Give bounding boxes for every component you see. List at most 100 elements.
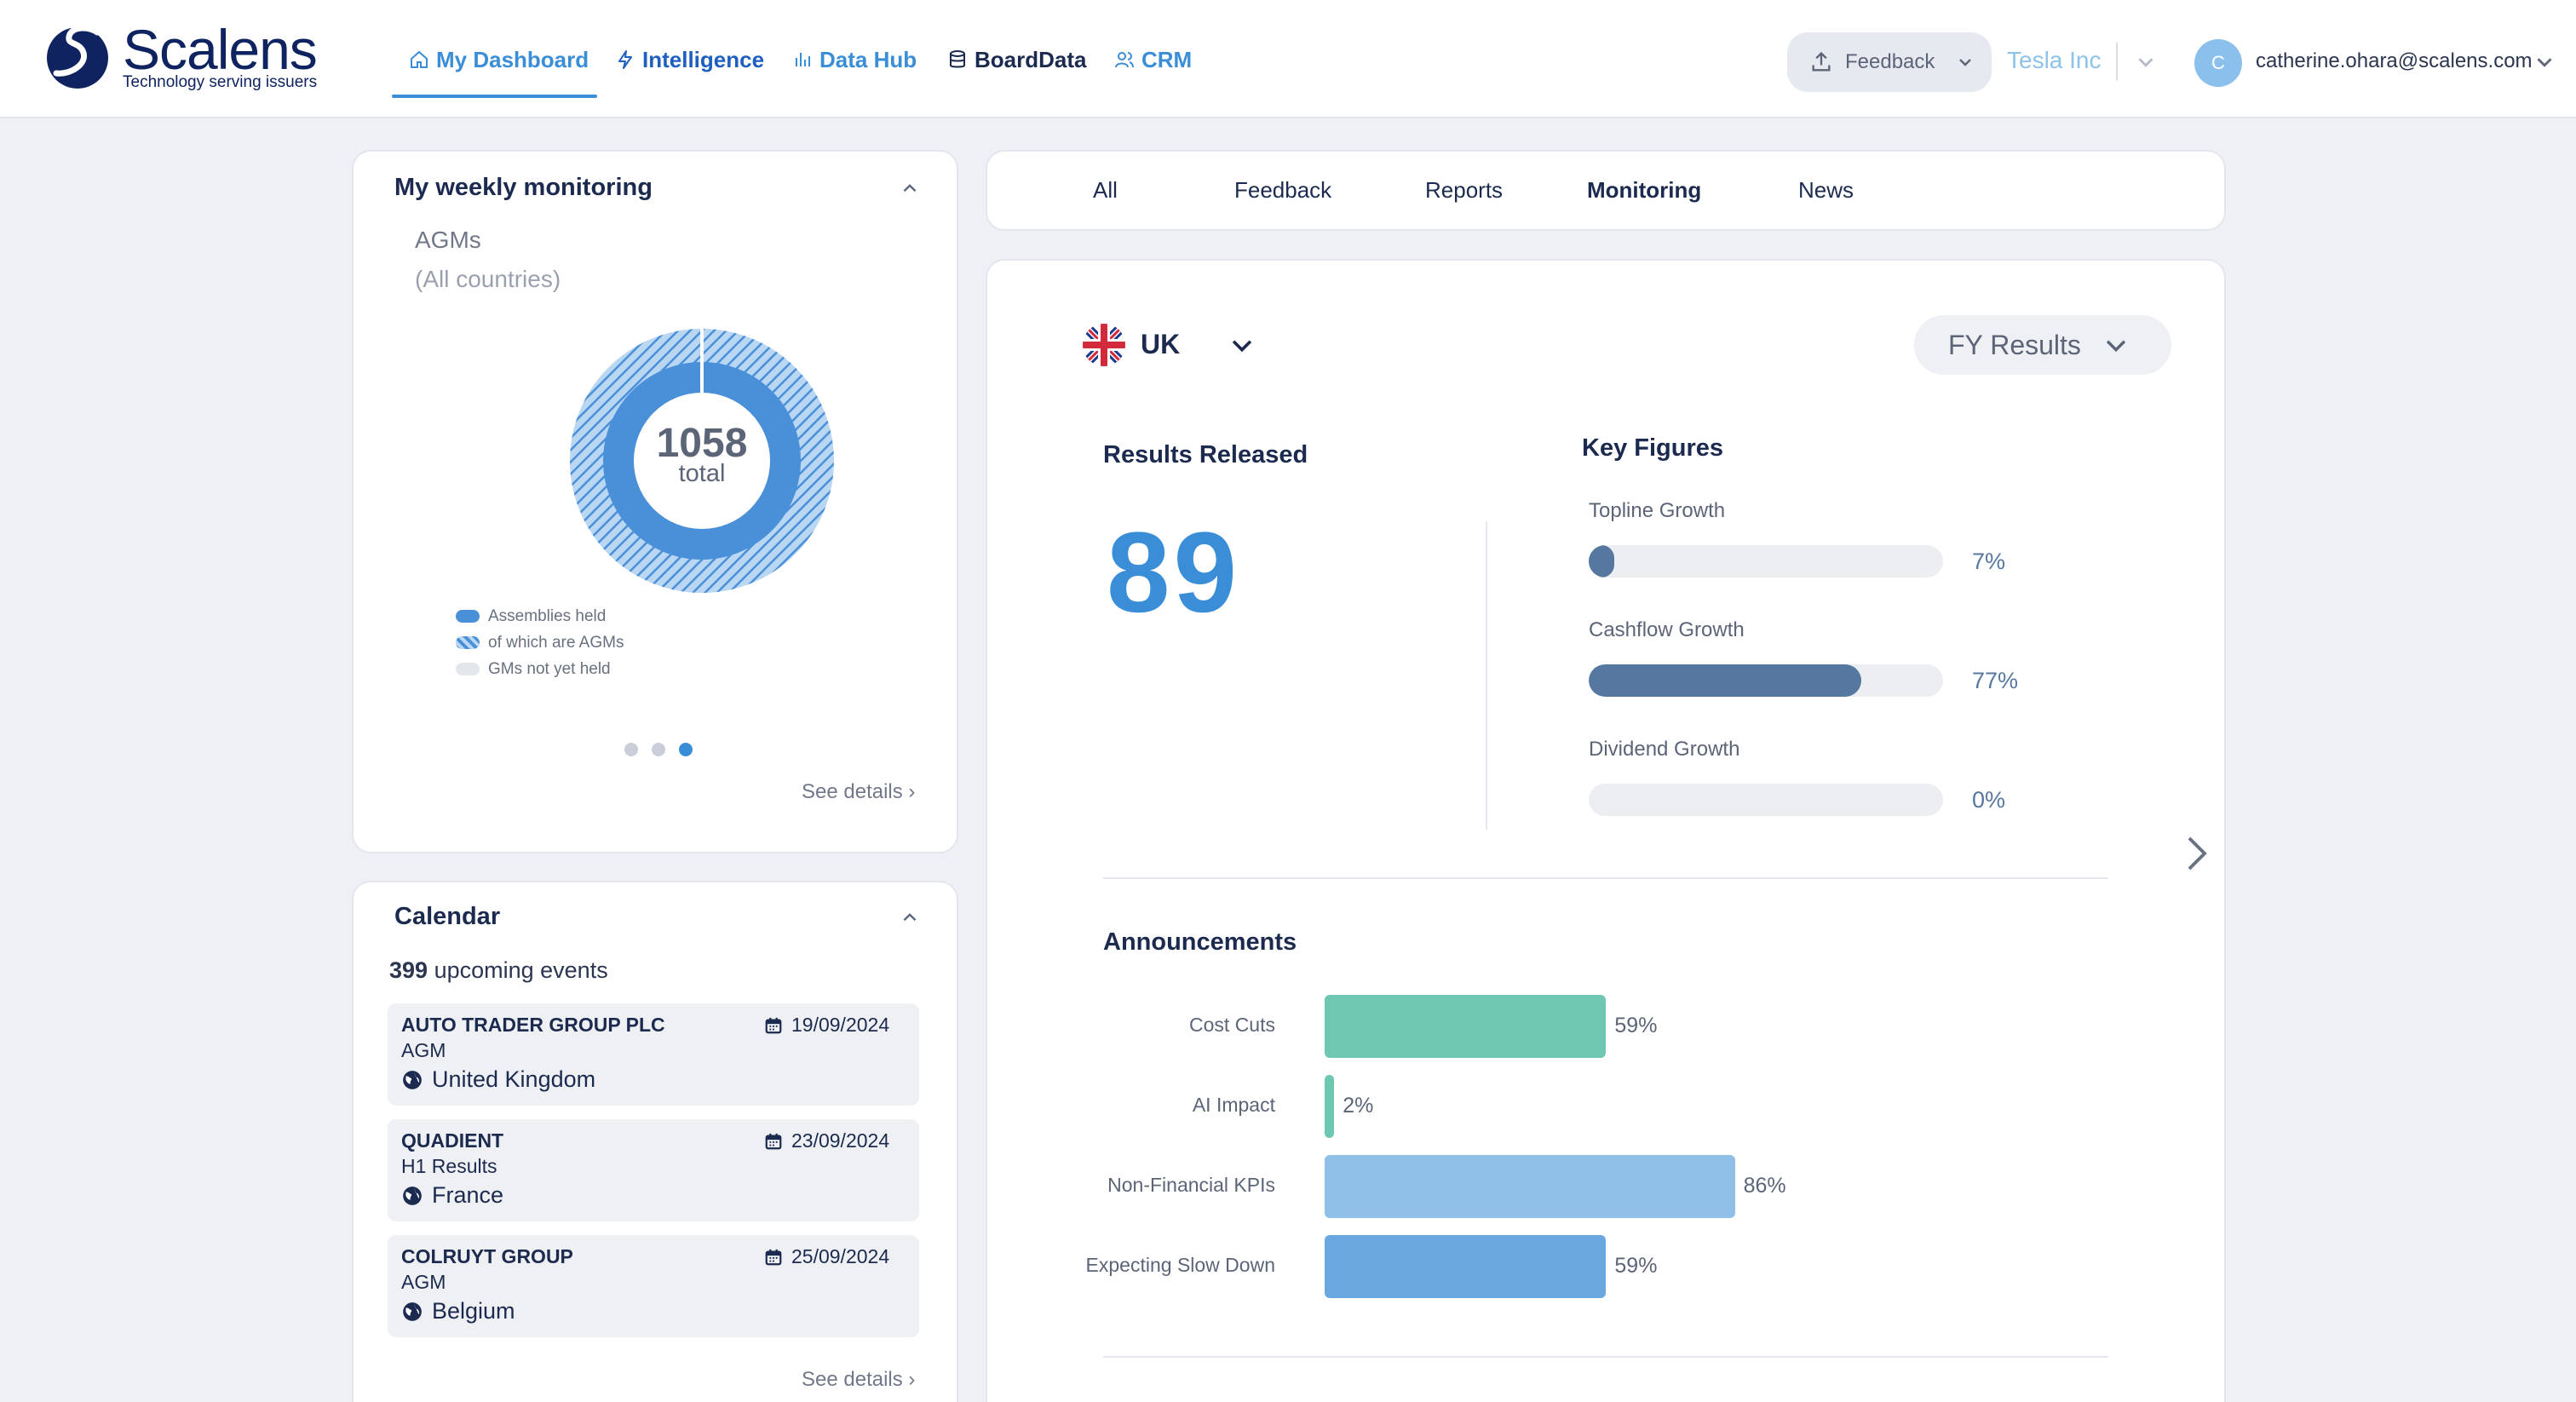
- period-dropdown[interactable]: FY Results: [1914, 315, 2171, 375]
- database-icon: [950, 50, 965, 68]
- event-country-label: United Kingdom: [432, 1066, 596, 1092]
- announcement-name: Non-Financial KPIs: [1107, 1174, 1275, 1196]
- chevron-down-icon[interactable]: [2133, 49, 2159, 75]
- announcement-row: Expecting Slow Down 59%: [987, 1235, 2228, 1298]
- event-type: AGM: [401, 1039, 446, 1061]
- calendar-event[interactable]: AUTO TRADER GROUP PLC AGM United Kingdom…: [388, 1003, 919, 1106]
- nav-label: Data Hub: [819, 46, 917, 72]
- chevron-right-icon: ›: [908, 780, 916, 803]
- monitor-scope: (All countries): [415, 266, 561, 292]
- chevron-down-icon: [2106, 340, 2126, 353]
- carousel-dot[interactable]: [624, 743, 638, 756]
- globe-icon: [403, 1070, 422, 1089]
- nav-my-dashboard[interactable]: My Dashboard: [409, 41, 589, 78]
- bolt-icon: [618, 50, 632, 69]
- globe-icon: [403, 1186, 422, 1205]
- brand-name: Scalens: [123, 18, 318, 81]
- key-figure-track: [1589, 545, 1943, 577]
- announcement-name: AI Impact: [1192, 1094, 1275, 1116]
- chevron-down-icon[interactable]: [1228, 330, 1256, 359]
- announcement-name: Expecting Slow Down: [1085, 1254, 1275, 1276]
- carousel-dot[interactable]: [652, 743, 665, 756]
- nav-intelligence[interactable]: Intelligence: [615, 41, 764, 78]
- announcement-value: 59%: [1614, 1254, 1658, 1278]
- nav-label: CRM: [1141, 46, 1193, 72]
- announcement-value: 2%: [1343, 1094, 1374, 1118]
- tab-all[interactable]: All: [1093, 177, 1118, 203]
- card-title: Calendar: [394, 903, 501, 930]
- nav-boarddata[interactable]: BoardData: [947, 41, 1086, 78]
- calendar-event[interactable]: QUADIENT H1 Results France 23/09/2024: [388, 1119, 919, 1221]
- calendar-icon: [765, 1133, 782, 1149]
- tab-news[interactable]: News: [1798, 177, 1854, 203]
- user-email[interactable]: catherine.ohara@scalens.com: [2256, 49, 2533, 72]
- link-label: See details: [802, 1368, 903, 1391]
- event-country: United Kingdom: [401, 1066, 595, 1093]
- announcement-value: 86%: [1743, 1174, 1786, 1198]
- link-label: See details: [802, 780, 903, 803]
- feed-tabs: All Feedback Reports Monitoring News: [986, 150, 2226, 231]
- event-country: Belgium: [401, 1298, 515, 1324]
- tab-feedback[interactable]: Feedback: [1234, 177, 1332, 203]
- announcement-bar[interactable]: [1325, 995, 1607, 1058]
- legend-swatch: [456, 636, 480, 649]
- divider: [1486, 521, 1487, 830]
- see-details-link[interactable]: See details ›: [802, 1368, 915, 1392]
- region-selector[interactable]: UK: [1141, 329, 1181, 359]
- announcement-bar[interactable]: [1325, 1235, 1607, 1298]
- chevron-up-icon[interactable]: [899, 177, 921, 199]
- feedback-label: Feedback: [1845, 50, 1935, 73]
- weekly-monitoring-card: My weekly monitoring AGMs (All countries…: [352, 150, 958, 853]
- donut-total-value: 1058: [657, 421, 748, 466]
- announcement-bar[interactable]: [1325, 1075, 1335, 1138]
- key-figures-label: Key Figures: [1582, 434, 1723, 462]
- event-type: AGM: [401, 1271, 446, 1293]
- key-figure-value: 0%: [1972, 787, 2006, 813]
- tab-reports[interactable]: Reports: [1425, 177, 1504, 203]
- legend-label: GMs not yet held: [488, 659, 611, 678]
- key-figure-name: Topline Growth: [1589, 499, 1726, 522]
- event-date: 19/09/2024: [764, 1014, 889, 1037]
- legend-item: Assemblies held: [456, 603, 624, 629]
- separator: [2116, 43, 2118, 80]
- tab-monitoring[interactable]: Monitoring: [1587, 177, 1702, 203]
- key-figure-bar: [1589, 664, 1862, 697]
- nav-label: My Dashboard: [436, 46, 589, 72]
- calendar-icon: [765, 1017, 782, 1033]
- key-figure-value: 77%: [1972, 668, 2019, 693]
- chevron-down-icon[interactable]: [2532, 49, 2557, 75]
- key-figure-row: Topline Growth 7%: [1589, 499, 2032, 584]
- agm-donut-chart: 1058 total: [570, 329, 834, 593]
- event-date-label: 19/09/2024: [791, 1014, 890, 1036]
- globe-icon: [403, 1301, 422, 1321]
- nav-label: Intelligence: [642, 46, 765, 72]
- announcement-bar[interactable]: [1325, 1155, 1735, 1218]
- event-country-label: France: [432, 1182, 504, 1208]
- event-date: 23/09/2024: [764, 1129, 889, 1152]
- event-date-label: 23/09/2024: [791, 1129, 890, 1152]
- results-released-value: 89: [1107, 509, 1241, 636]
- see-details-link[interactable]: See details ›: [802, 780, 915, 804]
- logo[interactable]: Scalens Technology serving issuers: [44, 18, 334, 99]
- announcement-row: Cost Cuts 59%: [987, 995, 2228, 1058]
- event-date-label: 25/09/2024: [791, 1245, 890, 1267]
- avatar[interactable]: C: [2194, 39, 2242, 87]
- chevron-right-icon[interactable]: [2182, 833, 2212, 874]
- users-icon: [1115, 52, 1134, 68]
- announcement-row: Non-Financial KPIs 86%: [987, 1155, 2228, 1218]
- event-country-label: Belgium: [432, 1298, 515, 1324]
- event-company: QUADIENT: [401, 1129, 504, 1152]
- legend-label: of which are AGMs: [488, 633, 624, 652]
- nav-data-hub[interactable]: Data Hub: [792, 41, 917, 78]
- event-type: H1 Results: [401, 1155, 497, 1177]
- nav-crm[interactable]: CRM: [1114, 41, 1192, 78]
- company-selector[interactable]: Tesla Inc: [2007, 47, 2102, 73]
- upload-icon: [1812, 51, 1831, 72]
- key-figure-track: [1589, 784, 1943, 816]
- carousel-dot-active[interactable]: [679, 743, 693, 756]
- chevron-up-icon[interactable]: [899, 906, 921, 928]
- calendar-event[interactable]: COLRUYT GROUP AGM Belgium 25/09/2024: [388, 1235, 919, 1337]
- nav-label: BoardData: [975, 46, 1087, 72]
- key-figure-name: Cashflow Growth: [1589, 618, 1745, 641]
- feedback-button[interactable]: Feedback: [1787, 32, 1992, 92]
